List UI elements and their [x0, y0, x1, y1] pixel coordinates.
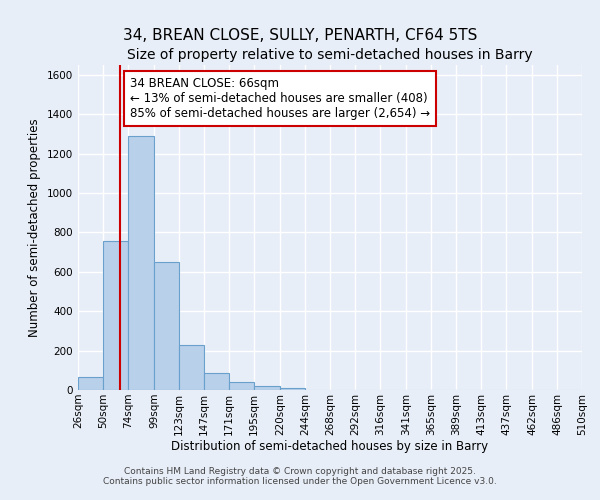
Bar	[154, 262, 179, 390]
Bar	[78, 377, 103, 390]
Bar	[128, 136, 154, 390]
Text: 34, BREAN CLOSE, SULLY, PENARTH, CF64 5TS: 34, BREAN CLOSE, SULLY, PENARTH, CF64 5T…	[123, 28, 477, 42]
Title: Size of property relative to semi-detached houses in Barry: Size of property relative to semi-detach…	[127, 48, 533, 62]
Bar	[229, 382, 254, 390]
Bar	[280, 388, 305, 390]
Bar	[103, 242, 128, 390]
X-axis label: Distribution of semi-detached houses by size in Barry: Distribution of semi-detached houses by …	[172, 440, 488, 454]
Bar	[179, 345, 204, 390]
Text: 34 BREAN CLOSE: 66sqm
← 13% of semi-detached houses are smaller (408)
85% of sem: 34 BREAN CLOSE: 66sqm ← 13% of semi-deta…	[130, 77, 430, 120]
Y-axis label: Number of semi-detached properties: Number of semi-detached properties	[28, 118, 41, 337]
Bar	[204, 374, 229, 390]
Text: Contains public sector information licensed under the Open Government Licence v3: Contains public sector information licen…	[103, 477, 497, 486]
Bar	[254, 386, 280, 390]
Text: Contains HM Land Registry data © Crown copyright and database right 2025.: Contains HM Land Registry data © Crown c…	[124, 467, 476, 476]
